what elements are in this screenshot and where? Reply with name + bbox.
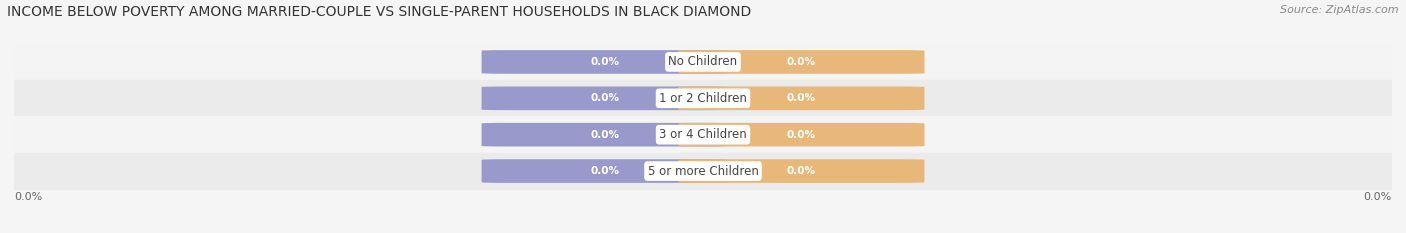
FancyBboxPatch shape bbox=[678, 50, 925, 74]
Text: 0.0%: 0.0% bbox=[591, 57, 619, 67]
Text: 0.0%: 0.0% bbox=[787, 93, 815, 103]
Bar bbox=[14, 44, 1392, 80]
Text: 0.0%: 0.0% bbox=[591, 130, 619, 140]
FancyBboxPatch shape bbox=[678, 123, 925, 147]
Text: INCOME BELOW POVERTY AMONG MARRIED-COUPLE VS SINGLE-PARENT HOUSEHOLDS IN BLACK D: INCOME BELOW POVERTY AMONG MARRIED-COUPL… bbox=[7, 5, 751, 19]
Text: 0.0%: 0.0% bbox=[591, 93, 619, 103]
Text: Source: ZipAtlas.com: Source: ZipAtlas.com bbox=[1281, 5, 1399, 15]
FancyBboxPatch shape bbox=[678, 159, 925, 183]
Text: 0.0%: 0.0% bbox=[787, 130, 815, 140]
Text: 0.0%: 0.0% bbox=[591, 166, 619, 176]
FancyBboxPatch shape bbox=[481, 86, 728, 110]
Text: 5 or more Children: 5 or more Children bbox=[648, 164, 758, 178]
FancyBboxPatch shape bbox=[481, 50, 728, 74]
FancyBboxPatch shape bbox=[481, 159, 728, 183]
Bar bbox=[14, 116, 1392, 153]
Text: 0.0%: 0.0% bbox=[787, 166, 815, 176]
Text: 3 or 4 Children: 3 or 4 Children bbox=[659, 128, 747, 141]
Bar bbox=[14, 153, 1392, 189]
Text: No Children: No Children bbox=[668, 55, 738, 69]
Text: 1 or 2 Children: 1 or 2 Children bbox=[659, 92, 747, 105]
FancyBboxPatch shape bbox=[481, 123, 728, 147]
Text: 0.0%: 0.0% bbox=[14, 192, 42, 202]
Text: 0.0%: 0.0% bbox=[787, 57, 815, 67]
FancyBboxPatch shape bbox=[678, 86, 925, 110]
Text: 0.0%: 0.0% bbox=[1364, 192, 1392, 202]
Bar bbox=[14, 80, 1392, 116]
